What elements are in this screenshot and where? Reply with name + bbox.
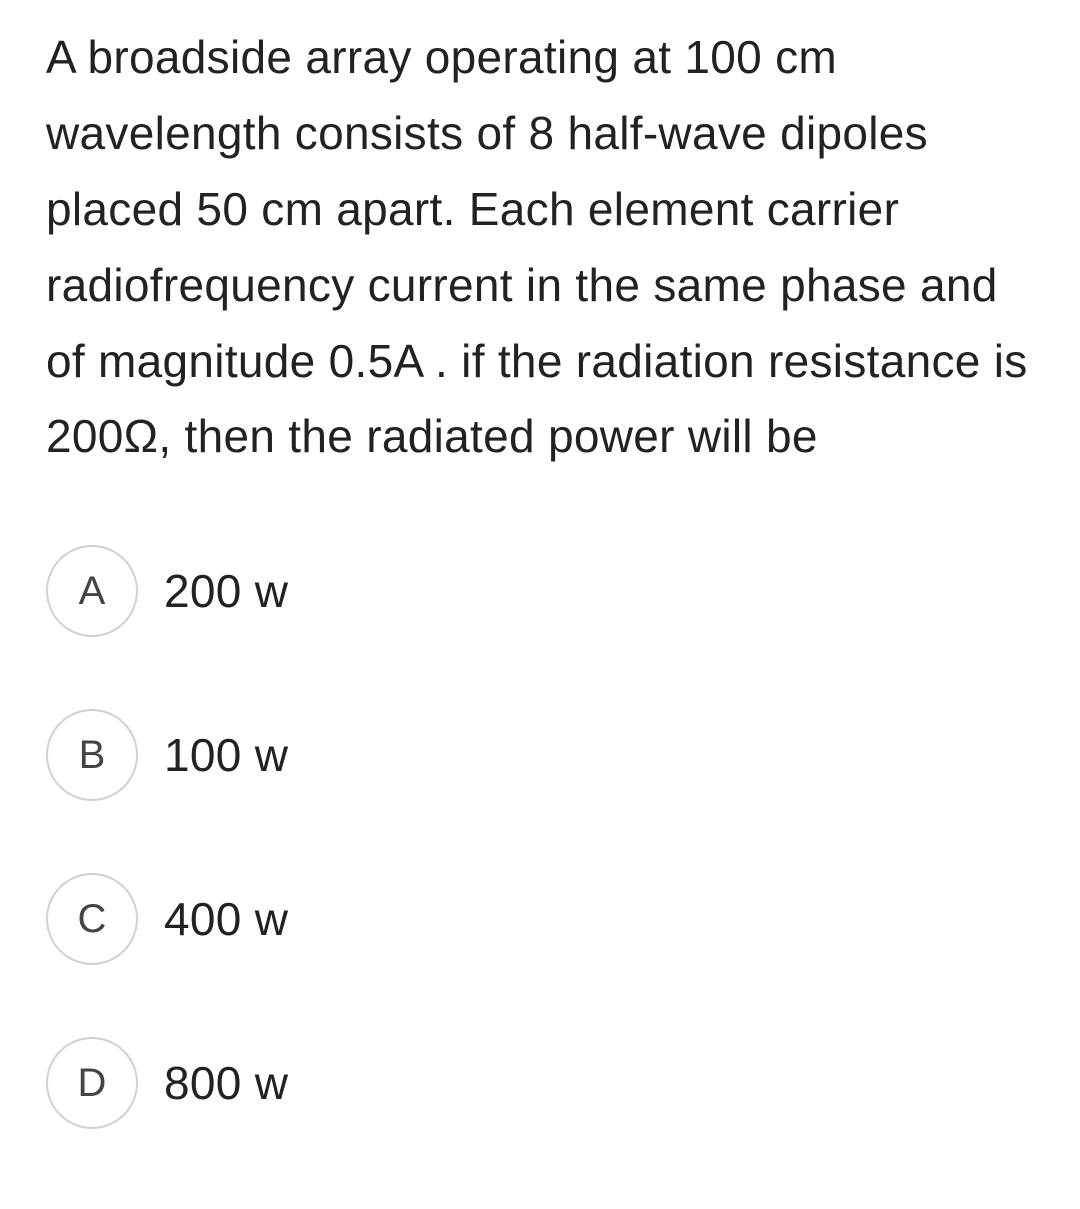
option-b[interactable]: B 100 w	[46, 709, 1034, 801]
option-c[interactable]: C 400 w	[46, 873, 1034, 965]
question-text: A broadside array operating at 100 cm wa…	[46, 20, 1034, 475]
option-d[interactable]: D 800 w	[46, 1037, 1034, 1129]
option-circle-a: A	[46, 545, 138, 637]
option-text-d: 800 w	[164, 1056, 288, 1110]
option-circle-b: B	[46, 709, 138, 801]
option-circle-d: D	[46, 1037, 138, 1129]
option-text-b: 100 w	[164, 728, 288, 782]
option-text-c: 400 w	[164, 892, 288, 946]
option-a[interactable]: A 200 w	[46, 545, 1034, 637]
option-circle-c: C	[46, 873, 138, 965]
option-text-a: 200 w	[164, 564, 288, 618]
options-container: A 200 w B 100 w C 400 w D 800 w	[46, 545, 1034, 1129]
